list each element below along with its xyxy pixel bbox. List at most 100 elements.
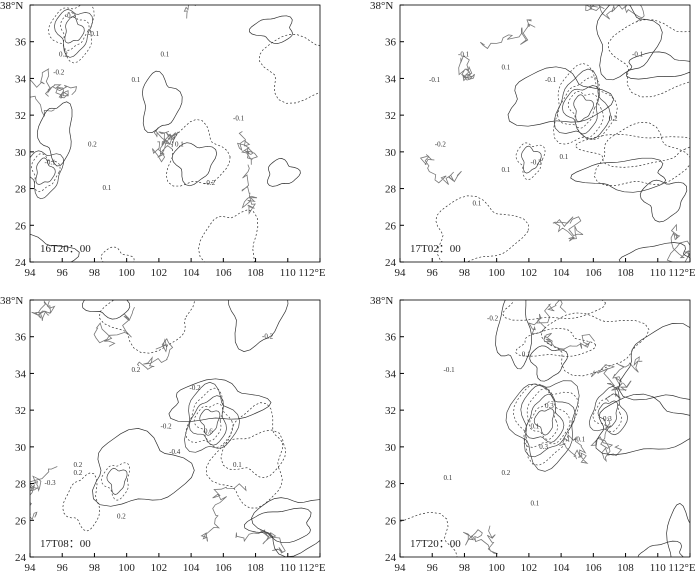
contour-label: 0.2 [502,469,511,477]
lon-tick-label: 112°E [668,267,695,279]
panel-label: 17T02：00 [410,243,461,255]
lon-tick-label: 98 [459,267,471,279]
contour [568,91,597,128]
lat-tick-label: 36 [15,332,27,344]
contour-label: -0.3 [45,479,57,487]
contour [506,381,579,472]
lon-tick-label: 102 [151,267,168,279]
contour [166,119,230,186]
lat-tick-label: 34 [385,368,397,380]
lon-tick-label: 100 [118,267,135,279]
contour-label: 0.1 [103,184,112,192]
contour [186,388,233,447]
lon-tick-label: 98 [459,562,471,574]
lat-tick-label: 32 [385,405,396,417]
contour-label: 0.1 [502,166,511,174]
contour-label: -0.1 [458,50,470,58]
contour [63,473,100,531]
lat-tick-label: 34 [15,368,27,380]
border [202,484,247,542]
lat-tick-label: 24 [15,257,27,269]
border [242,165,257,214]
lat-tick-label: 28 [15,184,27,196]
contour [596,0,662,80]
border [463,526,497,554]
lon-tick-label: 108 [247,267,264,279]
contour-label: 0.1 [161,50,170,58]
lon-tick-label: 112°E [298,562,325,574]
map-panel: -0.10.1-0.2-0.10.1-0.30.10.2-0.10.1-0.11… [370,0,700,279]
contour-label: -0.2 [204,179,216,187]
lon-tick-label: 104 [553,267,570,279]
contour-label: 0.3 [545,402,554,410]
contour [259,35,357,104]
map-panel: -0.2-0.10.10.10.30.3-0.10.30.20.10.117T2… [354,281,700,577]
contour [252,498,335,557]
contour-label: 0.1 [522,351,531,359]
contour [524,388,570,447]
lon-tick-label: 102 [521,267,538,279]
contour [189,396,226,446]
contour-label: 0.1 [473,199,482,207]
lat-tick-label: 34 [385,73,397,85]
contour-label: -0.2 [53,68,65,76]
lon-tick-label: 104 [553,562,570,574]
contour-label: 0.1 [132,76,141,84]
map-panel: 0.2-0.20.2-0.20.6-0.40.2-0.30.20.1-0.217… [0,274,334,574]
contour-label: -0.2 [262,333,274,341]
contour [562,86,599,135]
contour-label: 0.1 [560,153,569,161]
contour [619,323,700,400]
lon-tick-label: 96 [57,562,69,574]
contour [508,67,614,126]
contour [93,428,195,506]
contour [640,180,687,222]
contour [65,17,84,44]
lat-tick-label: 36 [385,37,397,49]
lon-tick-label: 96 [57,267,69,279]
contour-label: -0.2 [161,423,173,431]
contour [37,102,72,166]
lat-tick-label: 26 [15,220,27,232]
lat-tick-label: 32 [15,110,26,122]
contour [228,274,288,352]
lon-tick-label: 100 [488,562,505,574]
map-content [5,274,334,557]
lon-tick-label: 110 [280,562,297,574]
contour [503,281,606,320]
contour-label: -0.1 [45,158,57,166]
contour-label: 0.2 [88,140,97,148]
border [606,357,642,402]
lon-tick-label: 106 [585,562,602,574]
contour-label: -0.2 [190,384,202,392]
plot-frame [400,5,690,262]
contour-label: 0.1 [233,461,242,469]
lon-tick-label: 106 [215,562,232,574]
contour-label: -0.1 [88,30,100,38]
contour-label: 0.2 [609,115,618,123]
panel-label: 17T20：00 [410,538,461,550]
border [421,155,462,185]
map-content [354,281,700,577]
lat-tick-label: 32 [15,405,26,417]
plot-frame [30,300,320,557]
contour [199,210,258,295]
lat-tick-label: 30 [15,442,27,454]
border [553,217,583,242]
lat-tick-label: 30 [385,442,397,454]
contour-label: 0.2 [132,366,141,374]
border [238,131,258,164]
contour-label: 0.1 [531,500,540,508]
panel-label: 17T08：00 [40,538,91,550]
lat-tick-label: 26 [15,515,27,527]
lat-tick-label: 34 [15,73,27,85]
lon-tick-label: 94 [395,562,407,574]
lat-tick-label: 38°N [370,295,393,307]
lon-tick-label: 102 [521,562,538,574]
contour [594,122,690,185]
lat-tick-label: 38°N [0,0,23,12]
contour-label: 0.2 [59,50,68,58]
contour [268,159,301,187]
map-panel: -0.3-0.10.2-0.20.10.1-0.10.2-0.10.1-0.20… [0,0,357,295]
